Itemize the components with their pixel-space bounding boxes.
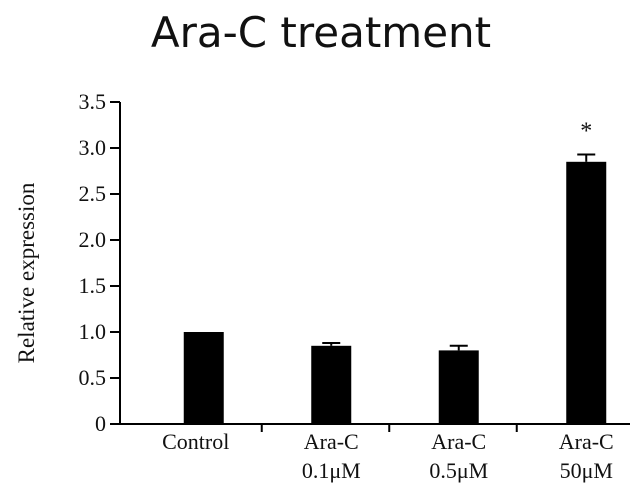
chart-bars bbox=[183, 153, 607, 425]
y-tick-label: 3.0 bbox=[79, 135, 107, 160]
x-tick-label: Ara-C bbox=[304, 429, 359, 454]
x-tick-label: 50μM bbox=[560, 458, 613, 483]
bar bbox=[438, 350, 479, 424]
y-tick-label: 0.5 bbox=[79, 365, 107, 390]
y-tick-label: 1.5 bbox=[79, 273, 107, 298]
y-tick-label: 3.5 bbox=[79, 89, 107, 114]
chart-labels: 0 0.5 1.0 1.5 2.0 2.5 3.0 3.5 Control Ara-C 0.1μM A… bbox=[79, 89, 614, 483]
x-tick-label: Control bbox=[162, 429, 229, 454]
x-tick-label: 0.5μM bbox=[429, 458, 488, 483]
bar bbox=[183, 332, 224, 424]
bar bbox=[566, 161, 607, 425]
x-tick-label: Ara-C bbox=[431, 429, 486, 454]
bar bbox=[311, 345, 352, 424]
y-tick-label: 1.0 bbox=[79, 319, 107, 344]
x-tick-label: Ara-C bbox=[559, 429, 614, 454]
y-axis-label: Relative expression bbox=[14, 182, 39, 363]
chart-title: Ara-C treatment bbox=[150, 8, 492, 57]
y-tick-label: 2.0 bbox=[79, 227, 107, 252]
y-tick-label: 0 bbox=[95, 411, 106, 436]
significance-marker: * bbox=[580, 118, 592, 144]
y-tick-label: 2.5 bbox=[79, 181, 107, 206]
x-tick-label: 0.1μM bbox=[302, 458, 361, 483]
